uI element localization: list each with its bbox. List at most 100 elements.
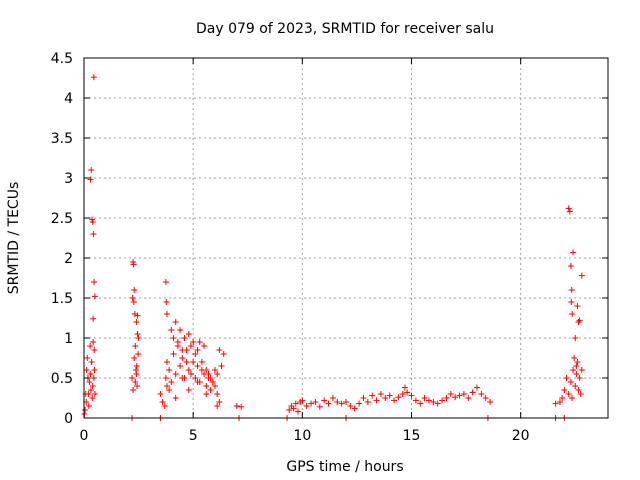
data-point xyxy=(132,379,139,385)
data-point xyxy=(90,375,97,381)
data-point xyxy=(134,383,141,389)
data-point xyxy=(130,299,137,305)
data-point xyxy=(452,394,459,401)
data-point xyxy=(565,205,572,212)
axis-ticks: 0 5 10 15 20 0 0.5 1 1.5 2 2.5 3 3.5 4 4.5 xyxy=(51,51,608,444)
data-point xyxy=(163,311,170,317)
data-point xyxy=(190,339,197,345)
data-point xyxy=(90,74,97,81)
data-point xyxy=(434,400,441,407)
data-point xyxy=(401,384,408,391)
data-point xyxy=(201,343,208,349)
data-point xyxy=(203,383,210,389)
data-point xyxy=(570,367,577,373)
data-point xyxy=(85,403,92,409)
data-point xyxy=(382,395,389,401)
data-point xyxy=(212,383,218,389)
data-point xyxy=(487,399,494,405)
data-point xyxy=(567,263,574,269)
data-point xyxy=(286,407,293,413)
data-point xyxy=(443,395,450,401)
data-point xyxy=(216,347,223,353)
data-point xyxy=(86,379,93,385)
data-point xyxy=(134,312,141,319)
data-point xyxy=(478,391,485,397)
data-point xyxy=(90,315,97,322)
data-point xyxy=(133,363,140,369)
data-point xyxy=(356,400,363,407)
data-point xyxy=(185,367,192,373)
data-point xyxy=(179,355,186,361)
data-point xyxy=(347,403,354,409)
data-point xyxy=(135,351,142,357)
data-point xyxy=(192,375,199,381)
data-point xyxy=(174,339,181,345)
data-point xyxy=(465,395,472,401)
data-point xyxy=(172,395,179,401)
data-point xyxy=(168,327,175,333)
data-point xyxy=(214,391,221,397)
x-axis-title: GPS time / hours xyxy=(286,459,403,475)
data-point xyxy=(89,395,96,401)
data-point xyxy=(90,339,97,345)
data-point xyxy=(573,363,580,369)
data-point xyxy=(187,371,194,377)
data-point xyxy=(364,399,371,405)
data-point xyxy=(316,403,323,410)
data-point xyxy=(338,400,345,407)
data-point xyxy=(170,335,177,341)
data-point xyxy=(421,395,428,401)
data-point xyxy=(131,355,138,361)
data-points xyxy=(81,74,585,421)
data-point xyxy=(194,347,201,353)
data-point xyxy=(194,363,201,369)
data-point xyxy=(238,403,245,410)
data-point xyxy=(129,375,136,381)
data-point xyxy=(218,363,225,369)
data-point xyxy=(87,343,94,349)
data-point xyxy=(321,397,328,404)
data-point xyxy=(179,347,186,353)
data-point xyxy=(292,400,299,407)
data-point xyxy=(360,395,367,401)
data-point xyxy=(166,367,173,373)
data-point xyxy=(90,231,97,237)
y-tick-label: 2 xyxy=(64,251,73,267)
data-point xyxy=(343,399,349,405)
data-point xyxy=(89,219,96,225)
data-point xyxy=(559,395,566,401)
data-point xyxy=(87,176,94,183)
y-tick-label: 1 xyxy=(64,331,73,347)
data-point xyxy=(377,391,384,397)
data-point xyxy=(567,379,574,385)
data-point xyxy=(552,400,559,407)
data-point xyxy=(83,367,90,373)
data-point xyxy=(162,375,169,381)
data-point xyxy=(373,397,380,404)
data-point xyxy=(131,287,138,293)
data-point xyxy=(329,395,336,401)
data-point xyxy=(214,371,221,377)
y-tick-label: 0 xyxy=(64,411,73,427)
data-point xyxy=(570,249,577,256)
data-point xyxy=(135,335,142,341)
data-point xyxy=(568,395,575,401)
y-tick-label: 4 xyxy=(64,91,73,107)
data-point xyxy=(395,394,402,401)
data-point xyxy=(563,375,570,381)
data-point xyxy=(130,387,137,393)
data-point xyxy=(578,272,585,279)
data-point xyxy=(87,371,94,377)
y-tick-label: 1.5 xyxy=(51,291,73,307)
data-point xyxy=(172,319,179,325)
data-point xyxy=(163,299,170,305)
data-point xyxy=(161,403,168,409)
data-point xyxy=(408,392,415,399)
data-point xyxy=(181,335,188,341)
data-point xyxy=(571,355,578,361)
data-point xyxy=(88,359,95,365)
data-point xyxy=(386,392,393,399)
data-point xyxy=(575,319,582,325)
data-point xyxy=(391,397,398,404)
